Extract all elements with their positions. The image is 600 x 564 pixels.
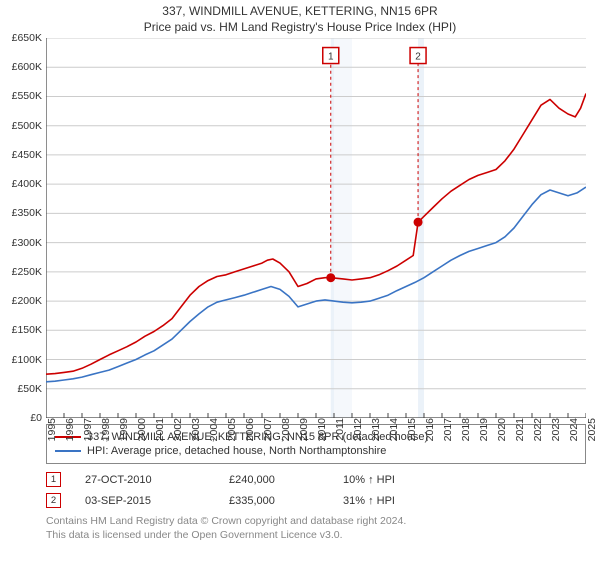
legend-item: HPI: Average price, detached house, Nort…: [55, 445, 577, 457]
sale-hpi-delta: 31% ↑ HPI: [343, 495, 453, 507]
x-axis-label: 1995: [46, 418, 58, 441]
sale-price: £335,000: [229, 495, 319, 507]
y-axis-label: £100K: [12, 354, 42, 366]
chart-container: 337, WINDMILL AVENUE, KETTERING, NN15 6P…: [0, 4, 600, 564]
sale-row: 1 27-OCT-2010 £240,000 10% ↑ HPI: [46, 472, 586, 487]
y-axis-label: £400K: [12, 178, 42, 190]
x-axis-label: 2007: [262, 418, 274, 441]
sale-date: 27-OCT-2010: [85, 474, 205, 486]
x-axis-label: 2024: [568, 418, 580, 441]
x-axis-label: 2025: [586, 418, 598, 441]
x-axis-label: 2019: [478, 418, 490, 441]
x-axis-label: 2020: [496, 418, 508, 441]
chart-title: 337, WINDMILL AVENUE, KETTERING, NN15 6P…: [0, 4, 600, 18]
x-axis-label: 2000: [136, 418, 148, 441]
sale-marker-badge: 2: [46, 493, 61, 508]
x-axis-label: 2001: [154, 418, 166, 441]
x-axis-label: 2008: [280, 418, 292, 441]
attribution-line: Contains HM Land Registry data © Crown c…: [46, 514, 586, 528]
y-axis-label: £150K: [12, 324, 42, 336]
x-axis-label: 2011: [334, 418, 346, 441]
y-axis-label: £0: [30, 412, 42, 424]
x-axis-label: 1996: [64, 418, 76, 441]
chart-plot-area: 12 £0£50K£100K£150K£200K£250K£300K£350K£…: [46, 38, 586, 418]
svg-text:2: 2: [415, 52, 421, 63]
x-axis-label: 2013: [370, 418, 382, 441]
x-axis-label: 1997: [82, 418, 94, 441]
y-axis-label: £450K: [12, 149, 42, 161]
x-axis-label: 2016: [424, 418, 436, 441]
x-axis-label: 2015: [406, 418, 418, 441]
sales-table: 1 27-OCT-2010 £240,000 10% ↑ HPI 2 03-SEP-201…: [46, 472, 586, 508]
y-axis-label: £550K: [12, 90, 42, 102]
legend-label: HPI: Average price, detached house, Nort…: [87, 445, 386, 457]
y-axis-label: £600K: [12, 61, 42, 73]
x-axis-label: 2017: [442, 418, 454, 441]
y-axis-label: £50K: [17, 383, 42, 395]
y-axis-label: £200K: [12, 295, 42, 307]
y-axis-label: £250K: [12, 266, 42, 278]
chart-svg: 12: [46, 38, 586, 418]
x-axis-label: 1999: [118, 418, 130, 441]
sale-date: 03-SEP-2015: [85, 495, 205, 507]
x-axis-label: 2014: [388, 418, 400, 441]
y-axis-label: £350K: [12, 207, 42, 219]
sale-row: 2 03-SEP-2015 £335,000 31% ↑ HPI: [46, 493, 586, 508]
x-axis-label: 2002: [172, 418, 184, 441]
x-axis-label: 2012: [352, 418, 364, 441]
x-axis-label: 2018: [460, 418, 472, 441]
x-axis-label: 2022: [532, 418, 544, 441]
x-axis-label: 2009: [298, 418, 310, 441]
y-axis-label: £650K: [12, 32, 42, 44]
x-axis-label: 2023: [550, 418, 562, 441]
svg-text:1: 1: [328, 52, 334, 63]
legend-swatch: [55, 450, 81, 452]
x-axis-label: 2006: [244, 418, 256, 441]
x-axis-label: 2004: [208, 418, 220, 441]
sale-marker-badge: 1: [46, 472, 61, 487]
y-axis-label: £500K: [12, 120, 42, 132]
chart-subtitle: Price paid vs. HM Land Registry's House …: [0, 20, 600, 34]
x-axis-label: 2005: [226, 418, 238, 441]
attribution-line: This data is licensed under the Open Gov…: [46, 528, 586, 542]
x-axis-label: 2010: [316, 418, 328, 441]
x-axis-label: 1998: [100, 418, 112, 441]
x-axis-label: 2003: [190, 418, 202, 441]
sale-hpi-delta: 10% ↑ HPI: [343, 474, 453, 486]
y-axis-label: £300K: [12, 237, 42, 249]
x-axis-label: 2021: [514, 418, 526, 441]
sale-price: £240,000: [229, 474, 319, 486]
attribution-text: Contains HM Land Registry data © Crown c…: [46, 514, 586, 542]
